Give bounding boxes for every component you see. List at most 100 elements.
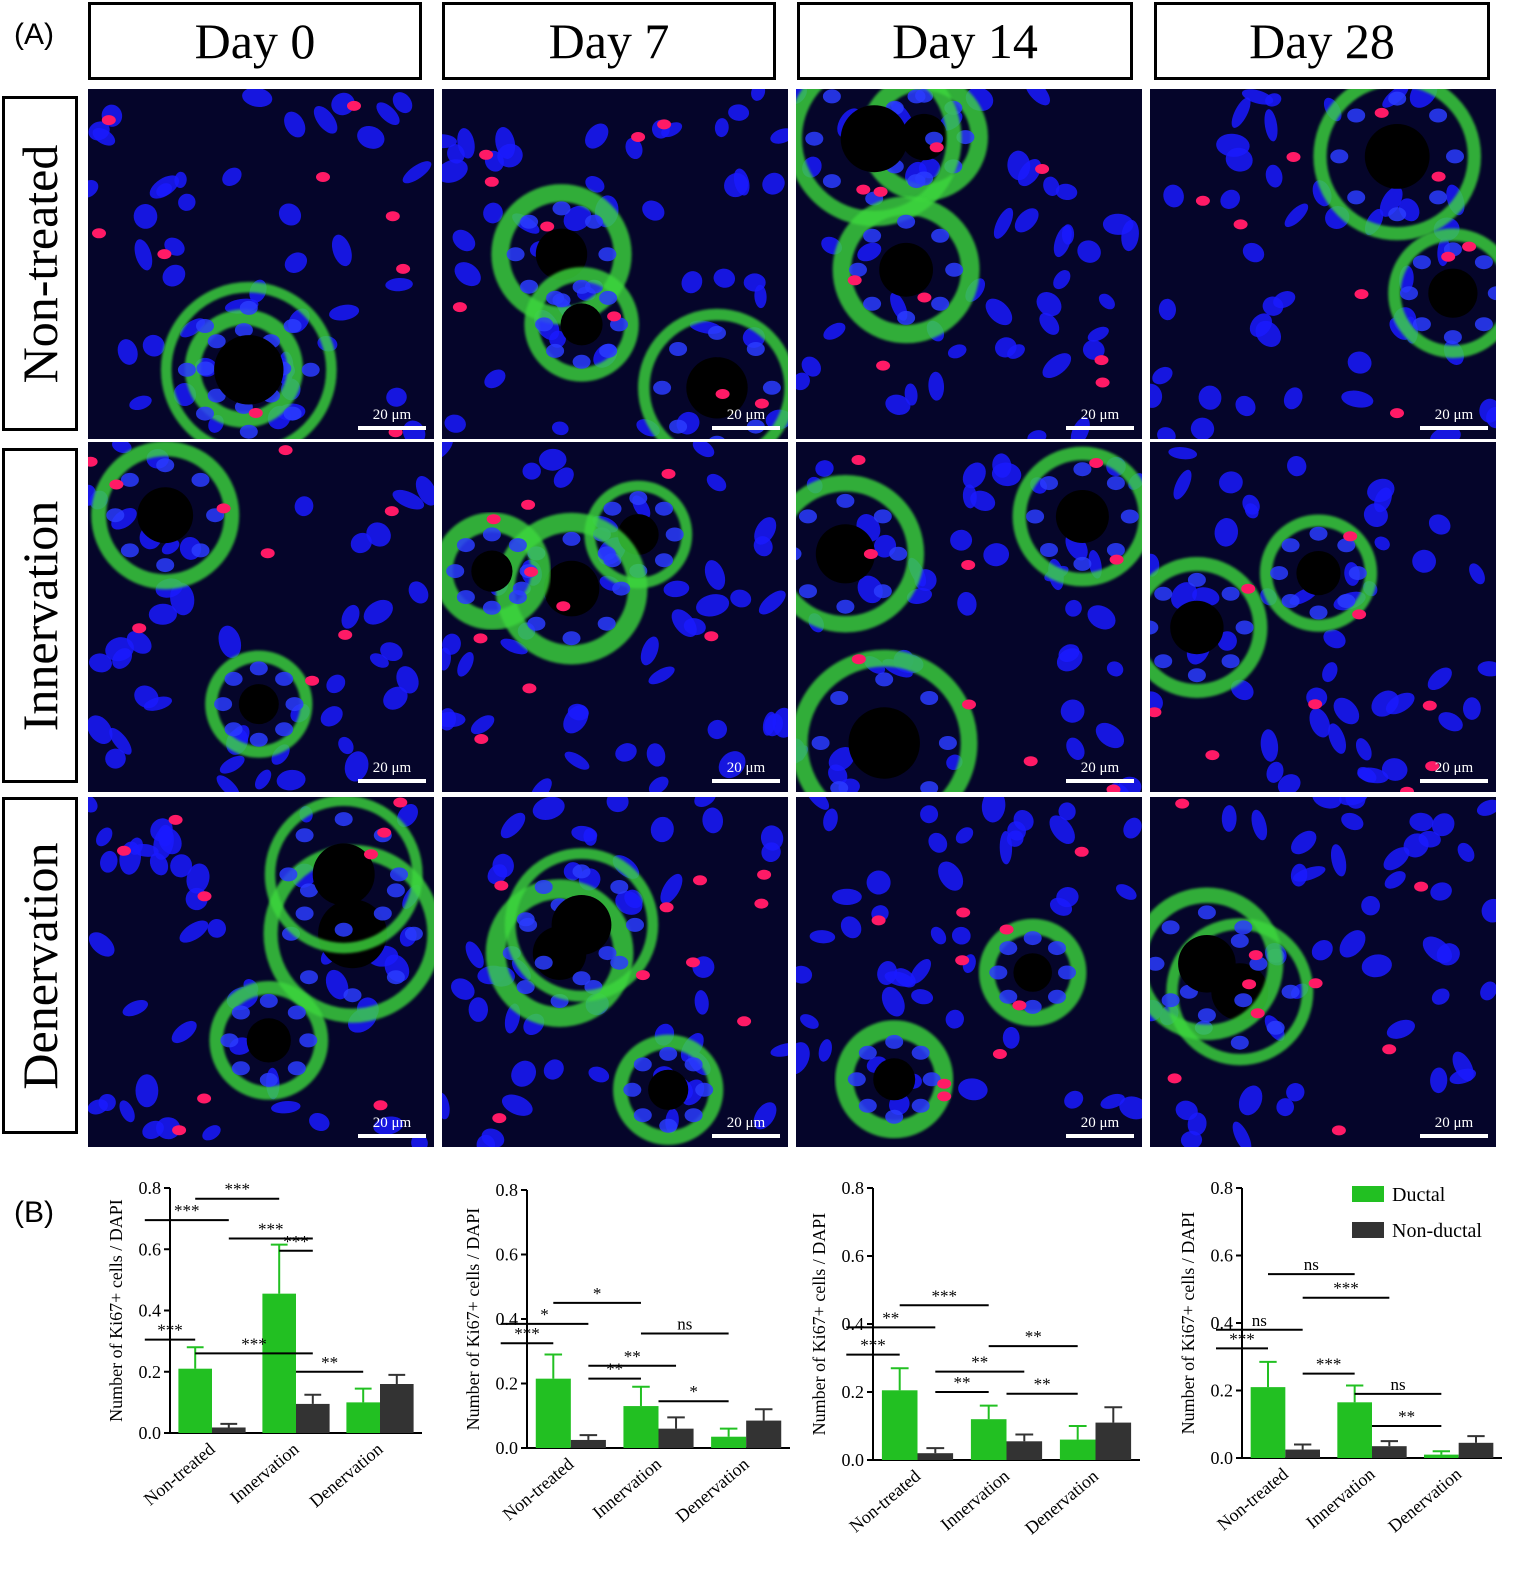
scale-bar-label: 20 μm: [1080, 1115, 1120, 1131]
scale-bar-label: 20 μm: [372, 760, 412, 776]
micrograph-image: [1150, 442, 1496, 792]
micrograph-image: [796, 442, 1142, 792]
micrograph-image: [1150, 89, 1496, 439]
significance-label: *: [540, 1305, 549, 1324]
x-tick-label: Denervation: [672, 1454, 753, 1527]
bar-ductal: [623, 1406, 659, 1448]
scale-bar: 20 μm: [1066, 407, 1134, 430]
scale-bar-label: 20 μm: [726, 1115, 766, 1131]
significance-label: ns: [1304, 1255, 1319, 1274]
bar-chart-day-0: 0.0 0.2 0.4 0.6 0.8 Number of Ki67+ cells / D…: [100, 1178, 440, 1596]
scale-bar-label: 20 μm: [1434, 1115, 1474, 1131]
micrograph-innervation-day-28: 20 μm: [1150, 442, 1496, 792]
scale-bar: 20 μm: [1420, 1115, 1488, 1138]
scale-bar: 20 μm: [712, 407, 780, 430]
micrograph-image: [796, 797, 1142, 1147]
significance-label: ***: [258, 1220, 284, 1239]
significance-label: ***: [241, 1334, 267, 1353]
bar-ductal: [1424, 1454, 1459, 1458]
scale-bar: 20 μm: [1066, 760, 1134, 783]
y-tick-label: 0.8: [139, 1178, 162, 1198]
micrograph-non-treated-day-14: 20 μm: [796, 89, 1142, 439]
significance-label: **: [1034, 1375, 1051, 1394]
micrograph-image: [88, 89, 434, 439]
micrograph-denervation-day-14: 20 μm: [796, 797, 1142, 1147]
significance-label: ns: [677, 1315, 692, 1334]
significance-label: **: [971, 1353, 988, 1372]
significance-label: **: [954, 1373, 971, 1392]
y-tick-label: 0.2: [842, 1382, 865, 1402]
panel-label-b: (B): [14, 1196, 54, 1229]
bar-ductal: [1250, 1387, 1286, 1458]
micrograph-innervation-day-14: 20 μm: [796, 442, 1142, 792]
x-tick-label: Innervation: [937, 1466, 1013, 1535]
scale-bar: 20 μm: [1066, 1115, 1134, 1138]
bar-ductal: [178, 1368, 212, 1433]
x-tick-label: Non-treated: [140, 1439, 219, 1510]
scale-bar-label: 20 μm: [372, 1115, 412, 1131]
column-header-day-14: Day 14: [797, 2, 1133, 80]
significance-label: **: [1398, 1407, 1415, 1426]
y-axis-label: Number of Ki67+ cells / DAPI: [809, 1213, 829, 1436]
significance-label: ***: [1316, 1355, 1342, 1374]
scale-bar: 20 μm: [712, 1115, 780, 1138]
column-header-day-7: Day 7: [442, 2, 776, 80]
scale-bar-line: [358, 779, 426, 783]
y-axis-label: Number of Ki67+ cells / DAPI: [1178, 1212, 1198, 1435]
row-header-label: Denervation: [12, 841, 68, 1090]
y-axis-label: Number of Ki67+ cells / DAPI: [106, 1199, 126, 1422]
bar-ductal: [881, 1390, 918, 1460]
y-tick-label: 0.4: [139, 1301, 162, 1321]
micrograph-non-treated-day-7: 20 μm: [442, 89, 788, 439]
significance-label: **: [606, 1360, 623, 1379]
y-axis-label: Number of Ki67+ cells / DAPI: [463, 1208, 483, 1431]
significance-label: ***: [860, 1336, 886, 1355]
y-tick-label: 0.2: [139, 1362, 162, 1382]
bar-ductal: [346, 1402, 380, 1433]
scale-bar-line: [358, 426, 426, 430]
micrograph-image: [88, 442, 434, 792]
y-tick-label: 0.8: [842, 1178, 865, 1198]
legend-swatch: [1352, 1186, 1384, 1202]
scale-bar-label: 20 μm: [1080, 760, 1120, 776]
bar-ductal: [970, 1419, 1007, 1460]
legend-label: Ductal: [1392, 1184, 1446, 1206]
scale-bar-line: [712, 779, 780, 783]
scale-bar: 20 μm: [1420, 407, 1488, 430]
micrograph-denervation-day-7: 20 μm: [442, 797, 788, 1147]
bar-non-ductal: [1458, 1442, 1494, 1458]
significance-label: ns: [1252, 1311, 1267, 1330]
scale-bar-line: [1066, 426, 1134, 430]
significance-label: ***: [283, 1232, 309, 1251]
x-tick-label: Non-treated: [845, 1466, 924, 1537]
x-tick-label: Non-treated: [499, 1454, 578, 1525]
y-tick-label: 0.4: [842, 1314, 865, 1334]
y-tick-label: 0.0: [1211, 1448, 1234, 1468]
scale-bar-line: [712, 426, 780, 430]
significance-label: **: [624, 1347, 641, 1366]
significance-label: ***: [157, 1321, 183, 1340]
bar-non-ductal: [1095, 1422, 1132, 1460]
x-tick-label: Innervation: [1302, 1464, 1378, 1533]
row-header-innervation: Innervation: [2, 448, 78, 783]
micrograph-image: [88, 797, 434, 1147]
bar-non-ductal: [380, 1384, 414, 1433]
row-header-label: Innervation: [12, 500, 68, 731]
bar-non-ductal: [1285, 1449, 1320, 1458]
row-header-denervation: Denervation: [2, 797, 78, 1134]
scale-bar-line: [1066, 779, 1134, 783]
micrograph-image: [442, 442, 788, 792]
scale-bar: 20 μm: [358, 1115, 426, 1138]
y-tick-label: 0.6: [1211, 1246, 1234, 1266]
bar-ductal: [535, 1378, 571, 1448]
scale-bar-label: 20 μm: [726, 760, 766, 776]
x-tick-label: Innervation: [589, 1454, 665, 1523]
significance-label: **: [882, 1308, 899, 1327]
panel-label-a: (A): [14, 18, 54, 51]
bar-non-ductal: [296, 1403, 330, 1433]
scale-bar-label: 20 μm: [372, 407, 412, 423]
scale-bar-line: [712, 1134, 780, 1138]
